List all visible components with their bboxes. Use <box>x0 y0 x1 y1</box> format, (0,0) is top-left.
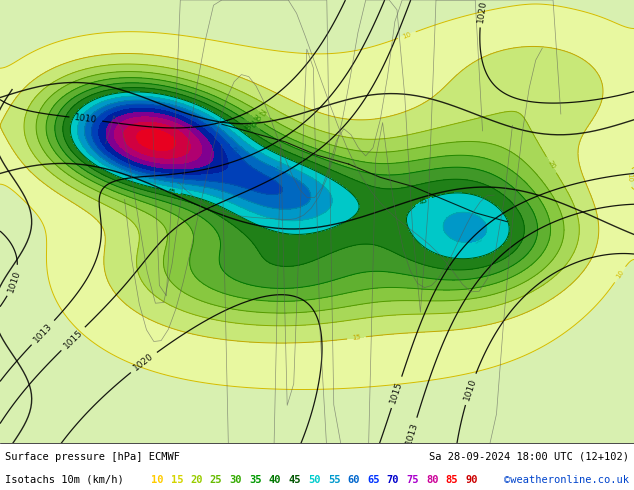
Text: Sa 28-09-2024 18:00 UTC (12+102): Sa 28-09-2024 18:00 UTC (12+102) <box>429 452 629 462</box>
Text: 25: 25 <box>210 475 223 485</box>
Text: 10: 10 <box>626 173 632 182</box>
Text: 1013: 1013 <box>404 421 420 446</box>
Text: 10: 10 <box>615 269 625 280</box>
Text: 70: 70 <box>387 475 399 485</box>
Text: 10: 10 <box>151 475 164 485</box>
Text: 1010: 1010 <box>6 269 22 294</box>
Text: 50: 50 <box>473 235 484 245</box>
Text: 85: 85 <box>446 475 458 485</box>
Text: 90: 90 <box>465 475 478 485</box>
Text: 25: 25 <box>257 109 268 118</box>
Text: 40: 40 <box>241 123 252 133</box>
Text: 15: 15 <box>171 475 183 485</box>
Text: 20: 20 <box>190 475 203 485</box>
Text: 75: 75 <box>406 475 419 485</box>
Text: 55: 55 <box>273 165 283 174</box>
Text: 1015: 1015 <box>389 380 404 405</box>
Text: 65: 65 <box>367 475 380 485</box>
Text: 55: 55 <box>328 475 340 485</box>
Text: 10: 10 <box>401 31 412 40</box>
Text: 1020: 1020 <box>476 0 488 23</box>
Text: 20: 20 <box>547 160 556 170</box>
Text: 45: 45 <box>288 475 301 485</box>
Text: 50: 50 <box>174 184 184 192</box>
Text: 1013: 1013 <box>32 321 54 344</box>
Text: 30: 30 <box>230 475 242 485</box>
Text: ©weatheronline.co.uk: ©weatheronline.co.uk <box>504 475 629 485</box>
Text: Surface pressure [hPa] ECMWF: Surface pressure [hPa] ECMWF <box>5 452 180 462</box>
Text: 60: 60 <box>230 146 240 156</box>
Text: 45: 45 <box>418 196 429 206</box>
Text: 35: 35 <box>249 475 262 485</box>
Text: 1020: 1020 <box>132 352 155 373</box>
Text: 30: 30 <box>250 114 262 124</box>
Text: 15: 15 <box>352 334 361 342</box>
Text: 50: 50 <box>308 475 321 485</box>
Text: 45: 45 <box>167 188 176 196</box>
Text: 60: 60 <box>347 475 360 485</box>
Text: 1015: 1015 <box>61 327 84 350</box>
Text: Isotachs 10m (km/h): Isotachs 10m (km/h) <box>5 475 124 485</box>
Text: 1010: 1010 <box>462 377 478 402</box>
Text: 40: 40 <box>269 475 281 485</box>
Text: 1010: 1010 <box>74 113 98 125</box>
Text: 35: 35 <box>247 120 257 129</box>
Text: 80: 80 <box>426 475 439 485</box>
